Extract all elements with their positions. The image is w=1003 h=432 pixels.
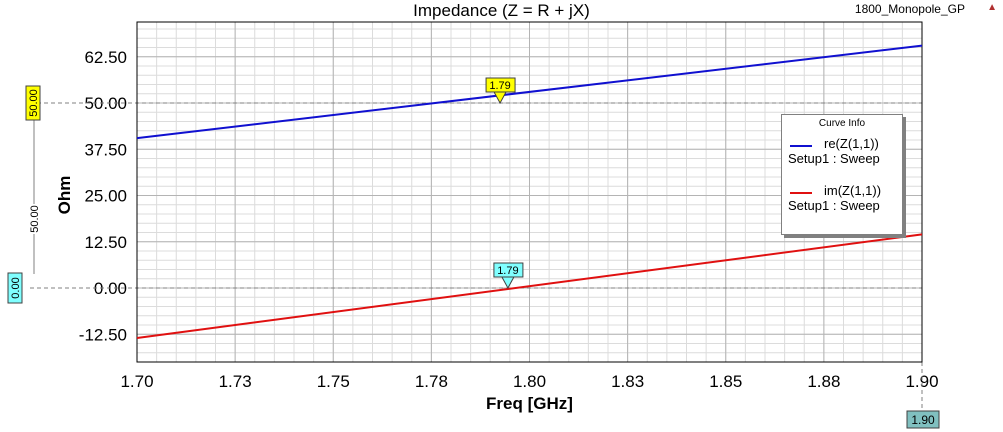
- legend-swatch-im: [790, 192, 812, 194]
- x-tick-label: 1.90: [905, 372, 938, 391]
- legend-swatch-re: [790, 145, 812, 147]
- y-tick-label: 25.00: [84, 187, 127, 206]
- chart-title: Impedance (Z = R + jX): [413, 1, 590, 20]
- x-tick-label: 1.78: [415, 372, 448, 391]
- x-tick-label: 1.80: [513, 372, 546, 391]
- x-tick-label: 1.88: [807, 372, 840, 391]
- legend-entry-im-name: im(Z(1,1)): [824, 183, 882, 198]
- legend-entry-re-name: re(Z(1,1)): [824, 136, 879, 151]
- y-delta-label: 50.00: [29, 205, 41, 233]
- y-tick-label: -12.50: [79, 325, 127, 344]
- marker-re-label: 1.79: [489, 80, 510, 92]
- y-axis-label: Ohm: [55, 176, 74, 215]
- project-name: 1800_Monopole_GP: [854, 2, 965, 16]
- legend-entry-im-setup: Setup1 : Sweep: [788, 198, 880, 213]
- x-tick-label: 1.70: [120, 372, 153, 391]
- x-tick-label: 1.85: [709, 372, 742, 391]
- series-line-re: [136, 44, 923, 140]
- x-tick-label: 1.73: [219, 372, 252, 391]
- y-tick-label: 12.50: [84, 233, 127, 252]
- curve-info-legend[interactable]: Curve Info re(Z(1,1)) Setup1 : Sweep im(…: [781, 114, 903, 235]
- y-marker-bottom-box[interactable]: [7, 272, 23, 304]
- y-tick-label: 62.50: [84, 48, 127, 67]
- series-line-im: [136, 233, 923, 339]
- x-tick-label: 1.83: [611, 372, 644, 391]
- x-marker-box[interactable]: [906, 410, 940, 429]
- marker-im-label: 1.79: [497, 265, 518, 277]
- y-marker-top-box[interactable]: [25, 85, 41, 121]
- x-tick-label: 1.75: [317, 372, 350, 391]
- y-tick-label: 50.00: [84, 94, 127, 113]
- legend-entry-re-setup: Setup1 : Sweep: [788, 151, 880, 166]
- x-marker-label: 1.90: [911, 413, 935, 427]
- y-marker-top-label: 50.00: [28, 89, 40, 117]
- marker-im-pointer: [501, 276, 515, 290]
- x-axis-label: Freq [GHz]: [486, 394, 573, 413]
- plot-frame: [136, 21, 923, 363]
- triangle-icon: ▲: [987, 2, 997, 13]
- y-tick-label: 37.50: [84, 140, 127, 159]
- y-marker-bottom-label: 0.00: [10, 277, 22, 298]
- legend-title: Curve Info: [818, 118, 866, 129]
- marker-re-pointer: [493, 91, 507, 105]
- y-delta-bg: [27, 204, 41, 234]
